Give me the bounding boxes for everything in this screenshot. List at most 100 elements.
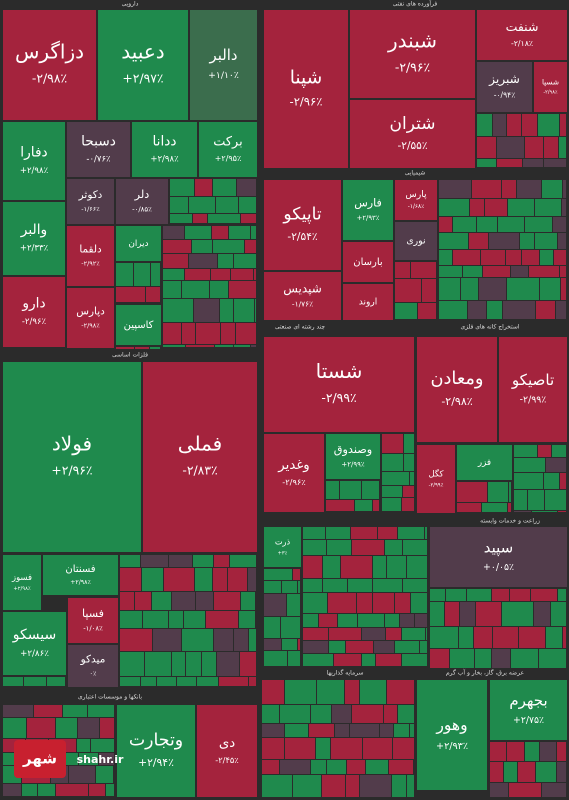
tiles: دزاگرس -۲/۹۸٪ دعبید +۲/۹۷٪ دالبر +۱/۱۰٪ دفارا +… bbox=[3, 10, 567, 797]
filler-tile bbox=[525, 137, 543, 158]
filler-tile bbox=[430, 589, 445, 601]
filler-tile bbox=[362, 654, 375, 666]
filler-tile bbox=[453, 250, 480, 265]
filler-tile bbox=[540, 742, 556, 761]
filler-tile bbox=[163, 281, 181, 298]
stock-name: شپنا bbox=[290, 67, 323, 88]
filler-tile bbox=[157, 677, 176, 686]
sector-label: استخراج کانه های فلزی bbox=[460, 324, 519, 331]
filler-tile bbox=[116, 287, 145, 302]
filler-tile bbox=[217, 652, 239, 676]
filler-tile bbox=[558, 589, 566, 601]
filler-tile bbox=[382, 454, 403, 471]
filler-tile bbox=[376, 654, 401, 666]
filler-tile bbox=[214, 629, 233, 651]
filler-tile bbox=[99, 753, 114, 765]
filler-tile bbox=[34, 705, 62, 717]
stock-tile bbox=[499, 337, 567, 442]
filler-tile bbox=[303, 540, 326, 555]
filler-tile bbox=[163, 299, 193, 322]
filler-tile bbox=[562, 199, 566, 216]
filler-tile bbox=[475, 649, 491, 668]
filler-tile bbox=[262, 705, 279, 723]
filler-tile bbox=[402, 654, 427, 666]
filler-tile bbox=[430, 627, 458, 648]
filler-tile bbox=[345, 680, 359, 704]
stock-tile bbox=[477, 10, 567, 60]
filler-tile bbox=[490, 742, 506, 761]
filler-tile bbox=[231, 269, 253, 280]
stock-change: +۲/۹۳٪ bbox=[436, 741, 468, 752]
filler-tile bbox=[327, 760, 346, 774]
filler-tiles bbox=[3, 114, 566, 797]
filler-tile bbox=[216, 197, 238, 213]
filler-tile bbox=[303, 556, 322, 578]
filler-tile bbox=[249, 677, 256, 686]
stock-change: -۲/۹۶٪ bbox=[22, 317, 47, 327]
filler-tile bbox=[241, 592, 255, 610]
filler-tile bbox=[411, 262, 436, 278]
stock-change: +۲/۹۸٪ bbox=[20, 166, 49, 176]
filler-tile bbox=[529, 266, 559, 277]
filler-tile bbox=[56, 784, 88, 796]
filler-tile bbox=[540, 278, 560, 300]
filler-tile bbox=[544, 473, 559, 489]
filler-tile bbox=[234, 629, 248, 651]
filler-tile bbox=[280, 705, 310, 723]
filler-tile bbox=[544, 159, 566, 167]
filler-tile bbox=[120, 652, 144, 676]
filler-tile bbox=[490, 762, 503, 782]
filler-tile bbox=[532, 511, 557, 512]
stock-tile bbox=[67, 122, 130, 177]
filler-tile bbox=[213, 240, 244, 253]
filler-tile bbox=[498, 217, 524, 232]
filler-tile bbox=[410, 472, 414, 485]
stock-tile bbox=[3, 277, 65, 347]
filler-tile bbox=[488, 482, 508, 502]
stock-tile bbox=[190, 10, 257, 120]
filler-tile bbox=[280, 760, 310, 774]
filler-tile bbox=[392, 775, 406, 797]
filler-tile bbox=[170, 214, 192, 223]
filler-tile bbox=[439, 233, 468, 249]
filler-tile bbox=[192, 240, 212, 253]
filler-tile bbox=[387, 680, 414, 704]
filler-tile bbox=[264, 651, 287, 666]
stock-change: -۲/۹۸٪ bbox=[441, 395, 472, 408]
stock-name: دالبر bbox=[209, 46, 238, 64]
filler-tile bbox=[172, 592, 195, 610]
filler-tile bbox=[477, 217, 497, 232]
filler-tile bbox=[385, 614, 399, 627]
stock-tile bbox=[417, 337, 497, 442]
filler-tile bbox=[229, 226, 250, 239]
stock-change: -۲/۹۹٪ bbox=[520, 395, 547, 406]
stock-tile bbox=[116, 226, 161, 261]
filler-tile bbox=[363, 738, 392, 759]
filler-tile bbox=[341, 556, 372, 578]
filler-tile bbox=[511, 266, 528, 277]
filler-tile bbox=[373, 579, 402, 592]
filler-tile bbox=[254, 269, 256, 280]
filler-tile bbox=[407, 775, 414, 797]
stock-name: وصندوق bbox=[334, 443, 372, 457]
filler-tile bbox=[439, 199, 469, 216]
filler-tile bbox=[463, 266, 482, 277]
stock-tile bbox=[143, 362, 257, 552]
filler-tile bbox=[303, 614, 318, 627]
stock-name: شستا bbox=[316, 359, 363, 383]
filler-tile bbox=[459, 627, 473, 648]
stock-tile bbox=[490, 680, 567, 740]
stock-tile bbox=[264, 527, 301, 567]
filler-tile bbox=[189, 197, 215, 213]
filler-tile bbox=[326, 481, 339, 499]
filler-tile bbox=[264, 594, 286, 616]
stock-change: +۱/۱۰٪ bbox=[208, 70, 239, 81]
stock-tile bbox=[116, 179, 168, 224]
filler-tile bbox=[319, 614, 337, 627]
filler-tile bbox=[355, 500, 372, 511]
filler-tile bbox=[120, 592, 134, 610]
filler-tile bbox=[163, 269, 184, 280]
stock-name: فارس bbox=[354, 196, 382, 209]
stock-tile bbox=[68, 598, 118, 643]
filler-tile bbox=[172, 652, 185, 676]
